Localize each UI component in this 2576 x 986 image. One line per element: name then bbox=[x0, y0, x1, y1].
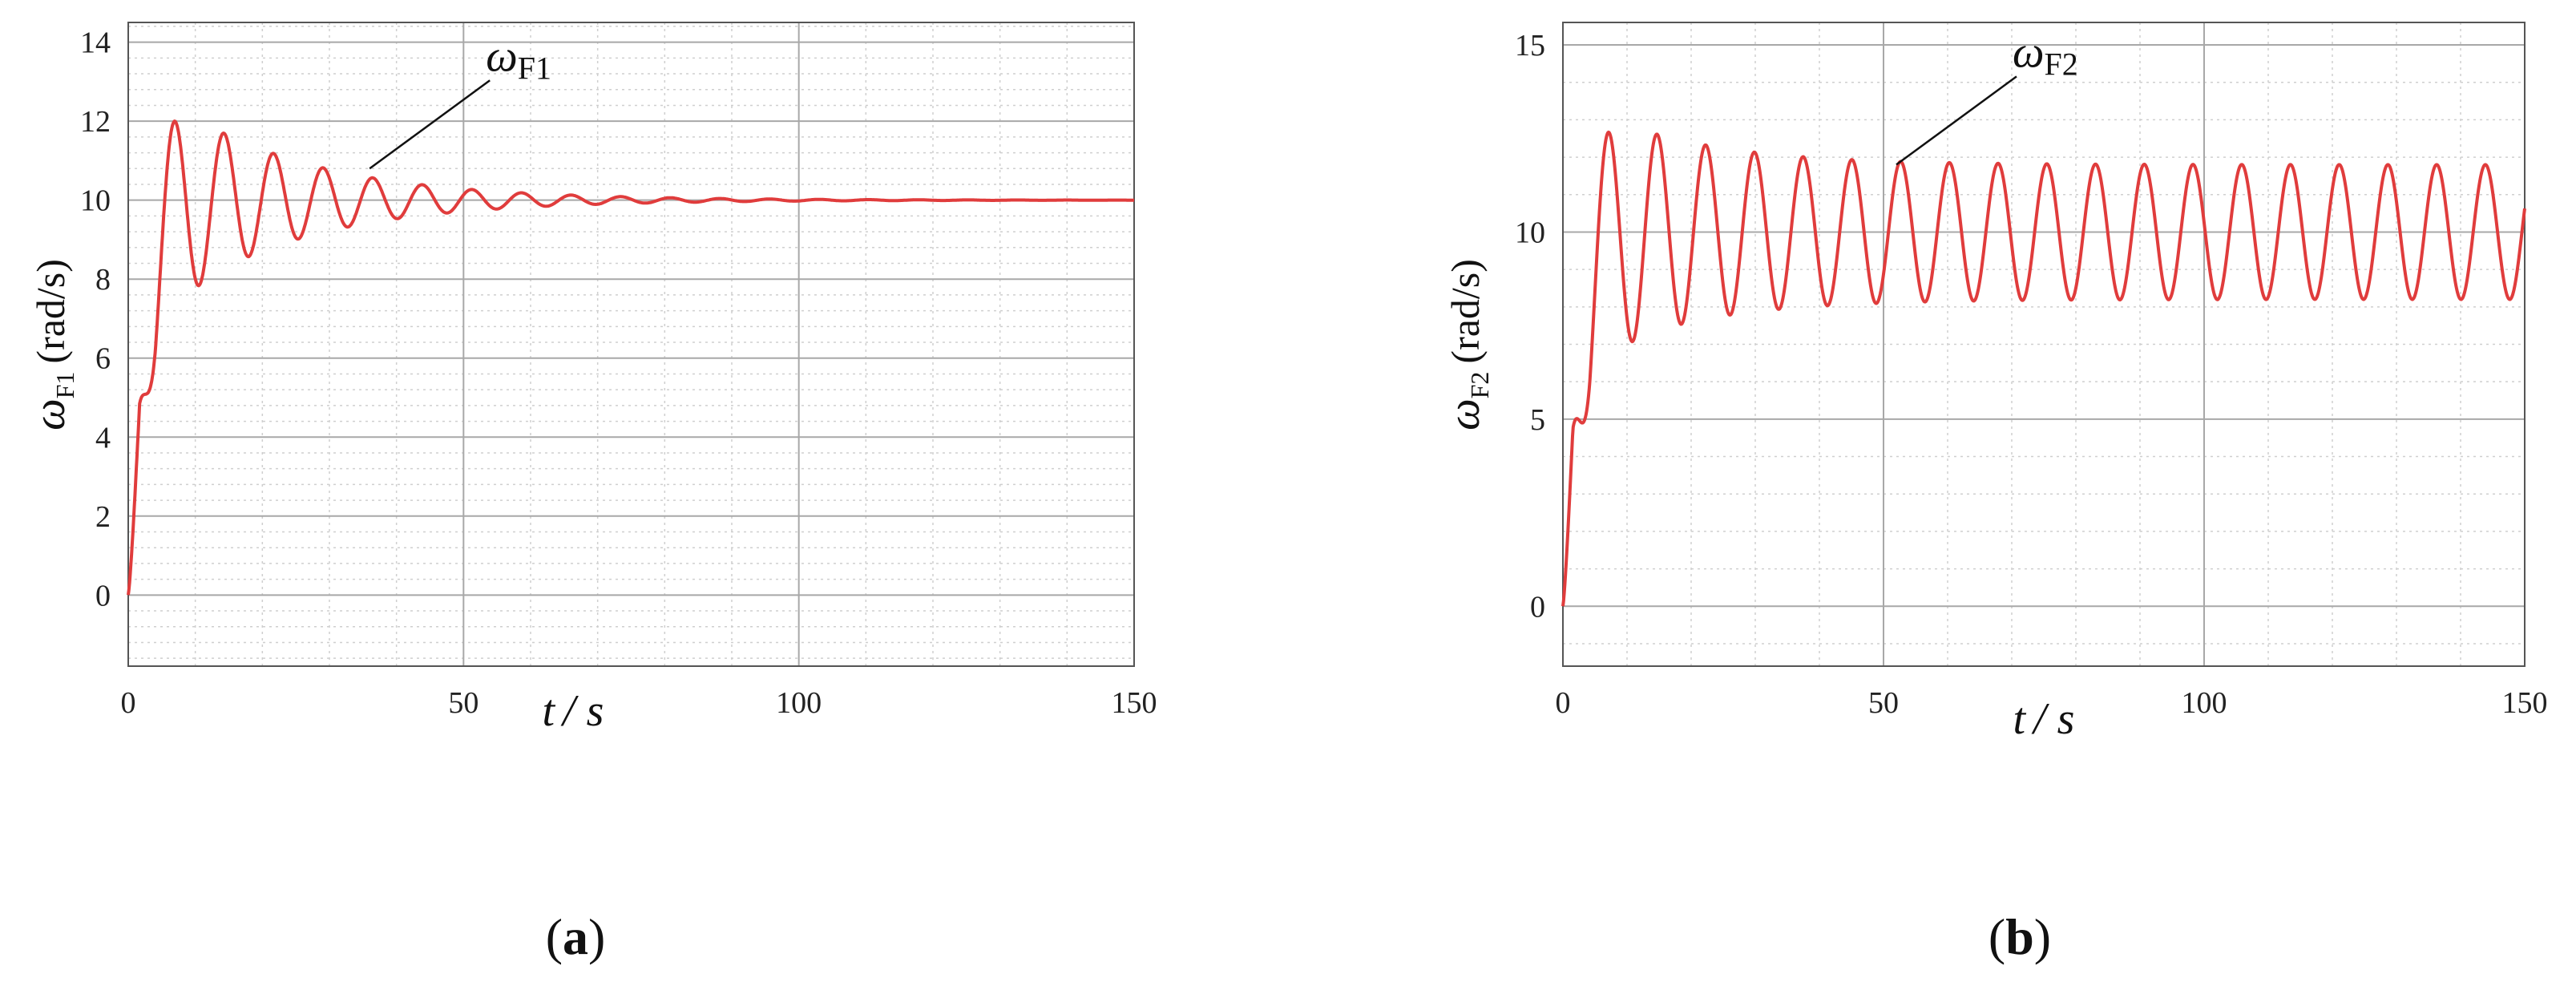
tick-labels-b: 0 50 100 150 0 5 10 15 bbox=[1515, 29, 2548, 720]
x-tick-label-a: 50 bbox=[448, 686, 478, 720]
x-tick-label-b: 150 bbox=[2502, 686, 2548, 720]
series-line-a bbox=[127, 119, 1134, 596]
y-axis-label-b: ωF2(rad/s) bbox=[1439, 259, 1494, 430]
x-tick-label-b: 0 bbox=[1556, 686, 1571, 720]
series-b bbox=[1561, 130, 2526, 607]
chart-panel-b: 0 50 100 150 0 5 10 15 ωF2(rad/s) t / s ωF2 (b) bbox=[1439, 22, 2548, 965]
annotation-label-b: ωF2 bbox=[2013, 27, 2078, 82]
x-axis-label-a: t / s bbox=[543, 686, 604, 736]
plot-frame-a bbox=[127, 22, 1135, 667]
grid-a bbox=[127, 22, 1135, 666]
y-tick-label-a: 6 bbox=[95, 342, 111, 376]
y-tick-label-b: 0 bbox=[1530, 590, 1545, 624]
x-tick-label-b: 50 bbox=[1868, 686, 1899, 720]
panel-label-b: (b) bbox=[1989, 908, 2051, 965]
y-tick-label-b: 5 bbox=[1530, 403, 1545, 437]
y-tick-label-b: 10 bbox=[1515, 216, 1545, 249]
series-a bbox=[127, 119, 1134, 596]
y-axis-label-a: ωF1(rad/s) bbox=[25, 259, 79, 430]
x-tick-label-a: 150 bbox=[1112, 686, 1157, 720]
y-tick-label-a: 14 bbox=[80, 26, 111, 60]
tick-labels-a: 0 50 100 150 0 2 4 6 8 10 12 14 bbox=[80, 26, 1157, 720]
y-tick-label-a: 12 bbox=[80, 105, 111, 139]
x-tick-label-a: 0 bbox=[121, 686, 136, 720]
x-axis-label-b: t / s bbox=[2013, 694, 2075, 744]
y-tick-label-a: 2 bbox=[95, 500, 111, 534]
y-tick-label-a: 10 bbox=[80, 184, 111, 218]
annotation-leader-a bbox=[369, 79, 491, 170]
chart-panel-a: 0 50 100 150 0 2 4 6 8 10 12 14 ωF1(rad/s) t / s ωF1… bbox=[25, 22, 1157, 965]
series-line-b bbox=[1561, 130, 2526, 607]
y-tick-label-a: 4 bbox=[95, 421, 111, 455]
y-tick-label-b: 15 bbox=[1515, 29, 1545, 63]
x-tick-label-b: 100 bbox=[2182, 686, 2227, 720]
panel-label-a: (a) bbox=[546, 908, 606, 965]
plot-frame-b bbox=[1562, 22, 2526, 667]
x-tick-label-a: 100 bbox=[776, 686, 822, 720]
grid-b bbox=[1562, 22, 2526, 666]
annotation-leader-b bbox=[1896, 75, 2017, 166]
y-tick-label-a: 8 bbox=[95, 263, 111, 297]
y-tick-label-a: 0 bbox=[95, 579, 111, 612]
annotation-label-a: ωF1 bbox=[486, 31, 551, 86]
